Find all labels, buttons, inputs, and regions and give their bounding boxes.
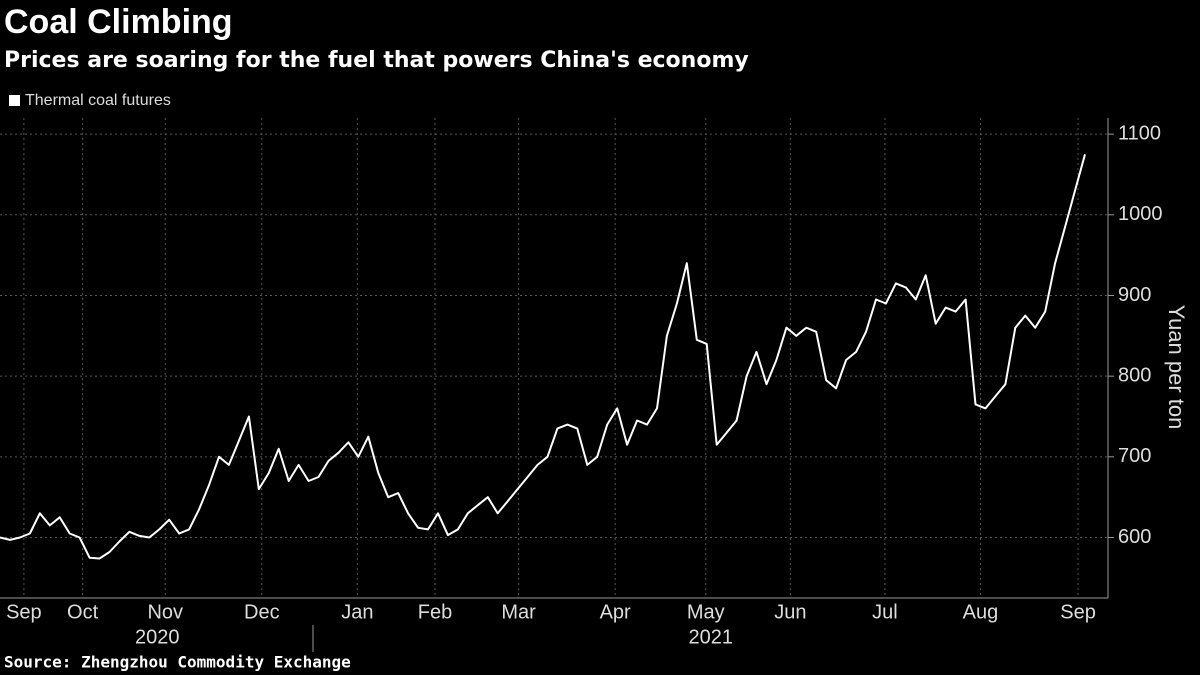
- legend-label: Thermal coal futures: [25, 92, 171, 109]
- x-tick-label: Sep: [1060, 601, 1096, 623]
- y-tick-label: 700: [1118, 445, 1151, 467]
- y-tick-label: 1000: [1118, 203, 1163, 225]
- x-tick-label: Dec: [244, 601, 280, 623]
- x-tick-label: Jan: [341, 601, 373, 623]
- year-label: 2020: [135, 626, 180, 648]
- x-tick-label: Mar: [501, 601, 536, 623]
- y-axis-label: Yuan per ton: [1164, 305, 1189, 430]
- x-tick-label: Aug: [963, 601, 999, 623]
- y-tick-label: 1100: [1118, 122, 1161, 144]
- y-tick-label: 900: [1118, 284, 1151, 306]
- y-tick-label: 600: [1118, 526, 1151, 548]
- source: Source: Zhengzhou Commodity Exchange: [4, 653, 351, 672]
- x-tick-label: Jul: [872, 601, 898, 623]
- x-tick-label: Apr: [600, 601, 631, 623]
- x-tick-label: Feb: [418, 601, 452, 623]
- year-label: 2021: [688, 626, 733, 648]
- legend-swatch: [9, 95, 20, 106]
- chart-title: Coal Climbing: [4, 3, 233, 41]
- x-tick-label: Sep: [6, 601, 42, 623]
- y-tick-label: 800: [1118, 364, 1151, 386]
- x-tick-label: May: [687, 601, 725, 623]
- chart-subtitle: Prices are soaring for the fuel that pow…: [4, 48, 749, 73]
- x-tick-label: Jun: [774, 601, 806, 623]
- x-tick-label: Oct: [67, 601, 99, 623]
- data-line: [0, 154, 1086, 560]
- x-tick-label: Nov: [147, 601, 183, 623]
